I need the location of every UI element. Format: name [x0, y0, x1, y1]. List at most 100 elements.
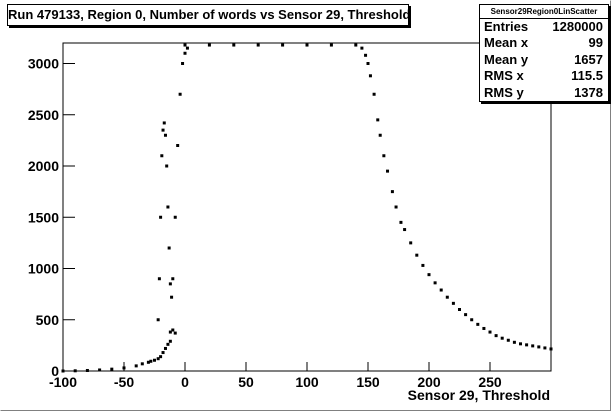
data-point [176, 144, 180, 147]
data-point [364, 53, 368, 57]
stats-value: 1378 [574, 84, 603, 100]
x-tick-label: 50 [238, 374, 254, 390]
stats-row-mean-x: Mean x 99 [480, 35, 608, 51]
stats-label: Mean y [484, 51, 529, 67]
data-point [386, 169, 390, 173]
stats-value: 115.5 [571, 68, 603, 84]
data-point [173, 331, 177, 335]
data-point [500, 336, 504, 340]
data-point [178, 92, 182, 96]
stats-label: Entries [484, 19, 529, 34]
data-point [146, 360, 150, 364]
data-point [166, 342, 170, 346]
y-axis-ticks: 0 500 1000 1500 2000 2500 3000 [28, 56, 75, 379]
data-point [394, 205, 398, 209]
data-point [181, 62, 185, 65]
data-point [159, 215, 163, 219]
data-point [183, 43, 187, 47]
data-point [110, 367, 114, 371]
data-point [403, 228, 407, 232]
data-point [161, 351, 165, 355]
data-point [134, 364, 138, 368]
data-point [376, 118, 380, 122]
data-point [162, 121, 166, 125]
data-point [519, 342, 522, 346]
data-points [61, 43, 553, 373]
data-point [409, 241, 413, 245]
data-point [525, 343, 529, 347]
data-point [153, 358, 156, 362]
data-point [167, 246, 171, 250]
x-tick-label: 200 [417, 374, 441, 390]
y-tick-label: 0 [51, 363, 59, 379]
data-point [354, 43, 358, 47]
stats-box: Sensor29Region0LinScatter Entries 128000… [479, 4, 609, 102]
data-point [170, 295, 174, 299]
x-axis-ticks: -100 -50 0 50 100 150 200 250 [49, 362, 502, 390]
data-point [160, 154, 164, 158]
x-tick-label: 150 [356, 374, 380, 390]
stats-row-rms-y: RMS y 1378 [480, 85, 608, 101]
data-point [476, 322, 480, 326]
data-point [163, 133, 167, 137]
data-point [506, 338, 510, 342]
data-point [470, 318, 474, 322]
data-point [421, 263, 425, 267]
data-point [166, 205, 170, 209]
data-point [185, 46, 189, 50]
data-point [360, 46, 364, 50]
data-point [98, 368, 102, 372]
data-point [161, 128, 165, 132]
data-point [256, 43, 260, 47]
stats-value: 1657 [574, 51, 603, 67]
data-point [439, 288, 443, 292]
stats-value: 1280000 [552, 19, 603, 34]
data-point [464, 313, 468, 317]
data-point [159, 355, 163, 359]
data-point [157, 277, 161, 281]
data-point [451, 301, 455, 305]
plot-title: Run 479133, Region 0, Number of words vs… [7, 4, 410, 26]
data-point [73, 369, 77, 373]
y-tick-label: 2500 [28, 107, 59, 123]
data-point [494, 334, 498, 338]
data-point [173, 215, 177, 219]
data-point [281, 43, 285, 47]
data-point [366, 62, 370, 65]
data-point [378, 133, 382, 137]
stats-row-entries: Entries 1280000 [480, 19, 608, 35]
stats-label: Mean x [484, 35, 529, 51]
data-point [549, 347, 553, 351]
data-point [543, 346, 547, 350]
data-point [156, 357, 160, 361]
data-point [171, 277, 175, 281]
data-point [305, 43, 309, 47]
plot-frame [62, 42, 552, 372]
data-point [399, 220, 403, 224]
stats-row-mean-y: Mean y 1657 [480, 52, 608, 68]
data-point [168, 282, 172, 286]
data-point [156, 318, 160, 322]
stats-row-rms-x: RMS x 115.5 [480, 68, 608, 84]
data-point [183, 51, 187, 55]
data-point [537, 345, 541, 349]
stats-value: 99 [588, 35, 603, 51]
x-tick-label: 100 [295, 374, 319, 390]
y-tick-label: 2000 [28, 158, 59, 174]
data-point [168, 339, 172, 343]
data-point [171, 328, 175, 332]
stats-title: Sensor29Region0LinScatter [480, 5, 608, 19]
data-point [382, 154, 386, 158]
data-point [168, 330, 172, 334]
data-point [372, 92, 376, 96]
data-point [458, 308, 461, 311]
data-point [165, 164, 169, 168]
x-tick-label: 250 [478, 374, 502, 390]
data-point [445, 295, 449, 299]
y-tick-label: 3000 [28, 56, 59, 72]
data-point [149, 359, 153, 363]
data-point [482, 326, 486, 330]
data-point [85, 368, 89, 372]
